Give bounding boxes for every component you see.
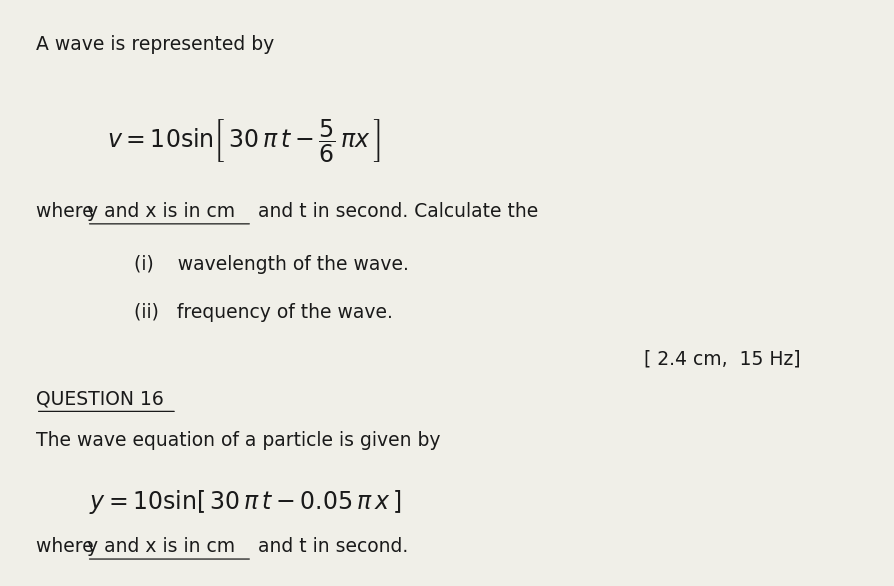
Text: QUESTION 16: QUESTION 16 [36,390,164,408]
Text: and t in second. Calculate the: and t in second. Calculate the [252,202,538,221]
Text: (i)    wavelength of the wave.: (i) wavelength of the wave. [134,255,409,274]
Text: where: where [36,537,99,556]
Text: The wave equation of a particle is given by: The wave equation of a particle is given… [36,431,440,449]
Text: [ 2.4 cm,  15 Hz]: [ 2.4 cm, 15 Hz] [644,350,800,369]
Text: y and x is in cm: y and x is in cm [87,202,235,221]
Text: (ii)   frequency of the wave.: (ii) frequency of the wave. [134,303,393,322]
Text: A wave is represented by: A wave is represented by [36,35,274,54]
Text: and t in second.: and t in second. [252,537,409,556]
Text: y and x is in cm: y and x is in cm [87,537,235,556]
Text: where: where [36,202,99,221]
Text: $v = 10\sin\!\left[\,30\,\pi\, t - \dfrac{5}{6}\,\pi x\,\right]$: $v = 10\sin\!\left[\,30\,\pi\, t - \dfra… [107,117,381,165]
Text: $y = 10\sin\!\left[\,30\,\pi\, t - 0.05\,\pi\, x\,\right]$: $y = 10\sin\!\left[\,30\,\pi\, t - 0.05\… [89,488,401,516]
